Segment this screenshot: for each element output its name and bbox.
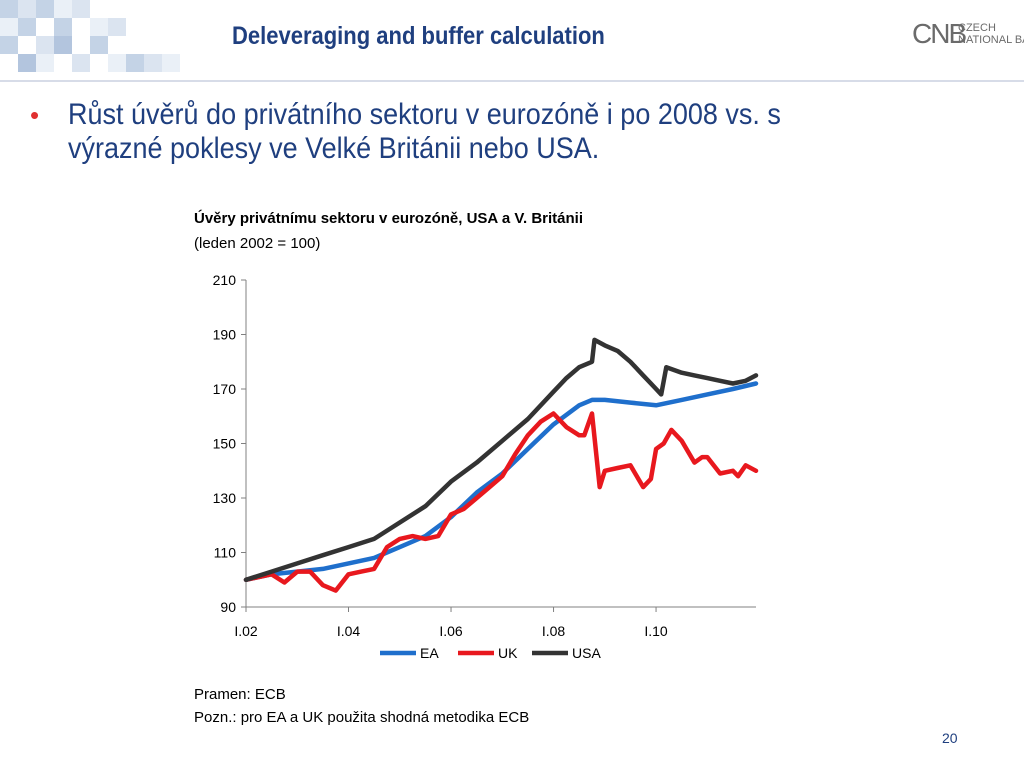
logo-line-1: CZECH	[958, 22, 996, 34]
series-line-ea	[243, 381, 759, 583]
method-note: Pozn.: pro EA a UK použita shodná metodi…	[194, 709, 530, 726]
y-tick-label: 110	[214, 545, 237, 561]
bullet-icon: •	[30, 100, 40, 130]
x-tick-label: I.02	[234, 623, 258, 639]
x-tick-label: I.04	[337, 623, 361, 639]
page-number: 20	[942, 730, 958, 746]
header-divider	[0, 80, 1024, 82]
logo-text: CZECH NATIONAL BANK	[958, 22, 1024, 46]
y-tick-label: 150	[213, 436, 237, 452]
bullet-text: Růst úvěrů do privátního sektoru v euroz…	[68, 98, 781, 165]
series-line-usa	[243, 337, 759, 583]
legend-label-ea: EA	[420, 645, 439, 661]
header-mosaic	[0, 0, 180, 72]
y-tick-label: 210	[213, 272, 237, 288]
x-tick-label: I.06	[439, 623, 463, 639]
slide-title: Deleveraging and buffer calculation	[232, 22, 605, 50]
cnb-logo: CNB CZECH NATIONAL BANK	[912, 18, 1024, 62]
logo-mark: CNB	[912, 18, 967, 49]
legend-label-usa: USA	[572, 645, 601, 661]
chart-title: Úvěry privátnímu sektoru v eurozóně, USA…	[194, 210, 584, 227]
logo-line-2: NATIONAL BANK	[958, 34, 1024, 46]
y-tick-label: 170	[213, 381, 237, 397]
chart-subtitle: (leden 2002 = 100)	[194, 235, 321, 252]
y-tick-label: 90	[220, 599, 236, 615]
y-tick-label: 190	[213, 327, 237, 343]
x-tick-label: I.10	[644, 623, 668, 639]
x-tick-label: I.08	[542, 623, 566, 639]
line-chart: 90 110 130 150 170 190 210 I.02 I.04 I.06 I.08 I.10…	[213, 272, 759, 661]
series-line-uk	[243, 411, 759, 593]
legend-label-uk: UK	[498, 645, 518, 661]
y-tick-label: 130	[213, 490, 237, 506]
source-note: Pramen: ECB	[194, 686, 286, 703]
